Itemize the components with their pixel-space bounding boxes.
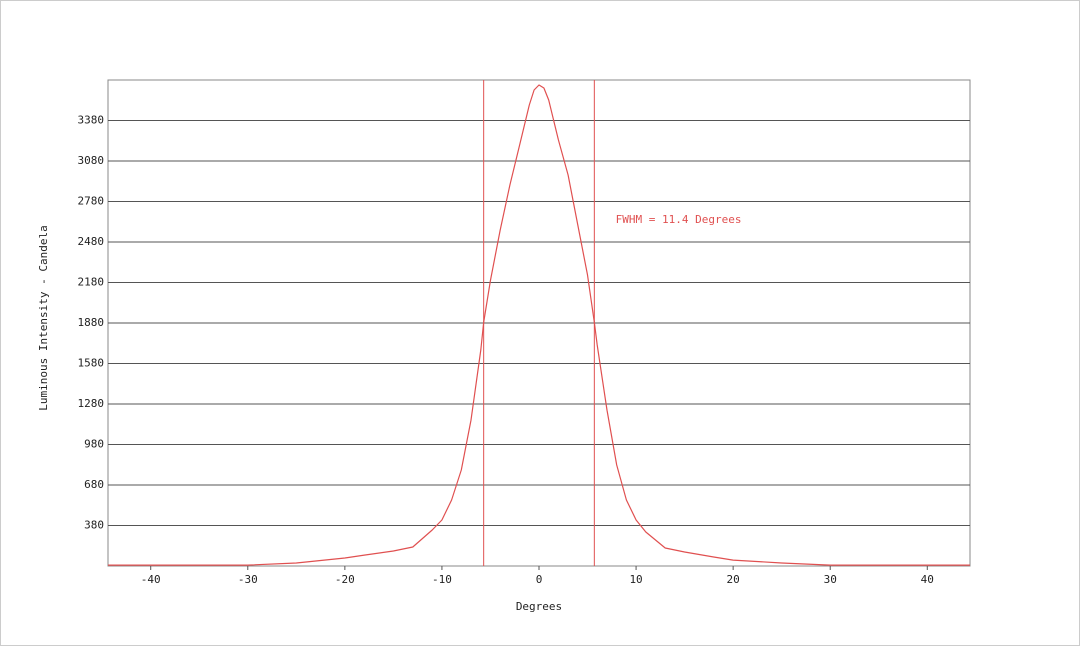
- x-axis-label: Degrees: [516, 600, 562, 613]
- y-tick-label: 980: [84, 438, 104, 451]
- x-tick-label: -10: [432, 573, 452, 586]
- y-tick-label: 1880: [78, 316, 105, 329]
- annotation: FWHM = 11.4 Degrees: [616, 213, 742, 226]
- curve: [108, 84, 970, 566]
- y-tick-label: 1580: [78, 357, 105, 370]
- y-tick-label: 3380: [78, 114, 105, 127]
- x-tick-label: 20: [727, 573, 740, 586]
- y-tick-label: 2480: [78, 235, 105, 248]
- y-tick-label: 1280: [78, 397, 105, 410]
- y-tick-label: 2180: [78, 276, 105, 289]
- y-tick-label: 680: [84, 478, 104, 491]
- y-axis-label: Luminous Intensity - Candela: [37, 225, 50, 410]
- x-tick-label: -40: [141, 573, 161, 586]
- x-tick-label: 30: [824, 573, 837, 586]
- x-tick-label: 10: [629, 573, 642, 586]
- x-tick-label: 0: [536, 573, 543, 586]
- x-tick-label: -30: [238, 573, 258, 586]
- y-tick-label: 2780: [78, 195, 105, 208]
- x-tick-label: -20: [335, 573, 355, 586]
- x-tick-label: 40: [921, 573, 934, 586]
- y-tick-label: 380: [84, 519, 104, 532]
- y-tick-label: 3080: [78, 154, 105, 167]
